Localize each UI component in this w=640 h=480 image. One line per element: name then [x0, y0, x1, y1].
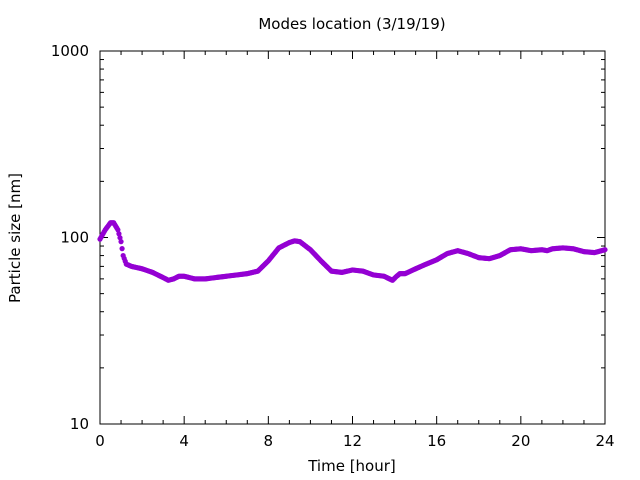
x-axis-label: Time [hour]: [307, 457, 396, 475]
y-tick-label: 10: [70, 415, 89, 433]
y-axis: 10 100 1000: [51, 42, 605, 433]
data-point: [115, 227, 121, 233]
y-axis-label: Particle size [nm]: [6, 173, 24, 303]
data-point: [116, 231, 122, 237]
data-point: [117, 235, 123, 241]
x-tick-label: 4: [179, 432, 189, 450]
data-series: [97, 220, 608, 283]
plot-frame: [99, 50, 606, 425]
x-tick-label: 16: [427, 432, 446, 450]
x-tick-label: 20: [511, 432, 530, 450]
x-tick-label: 8: [264, 432, 274, 450]
data-point: [602, 247, 608, 253]
chart-title: Modes location (3/19/19): [258, 15, 445, 33]
x-axis: 0 4 8 12 16 20 24: [95, 51, 615, 450]
y-tick-label: 100: [60, 229, 89, 247]
x-tick-label: 0: [95, 432, 105, 450]
x-tick-label: 12: [343, 432, 362, 450]
y-tick-label: 1000: [51, 42, 89, 60]
x-tick-label: 24: [595, 432, 614, 450]
data-point: [119, 246, 125, 252]
data-point: [118, 239, 124, 245]
